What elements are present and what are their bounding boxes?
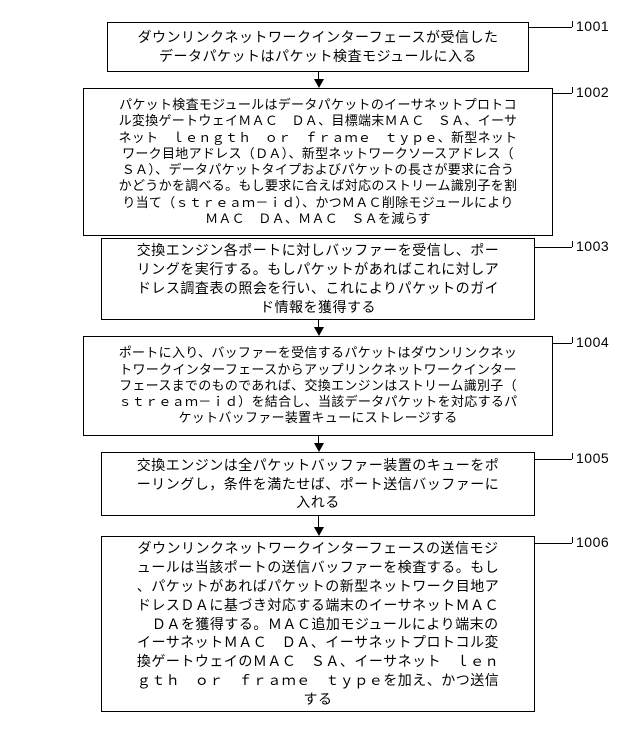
arrow-head-icon <box>314 527 324 536</box>
label-1006: 1006 <box>576 534 609 550</box>
leader-hook <box>572 453 573 459</box>
arrow-head-icon <box>314 79 324 88</box>
step-1003-box: 交換エンジン各ポートに対しバッファーを受信し、ポーリングを実行する。もしパケット… <box>101 238 535 320</box>
step-1004-text: ポートに入り、バッファーを受信するパケットはダウンリンクネットワークインターフェ… <box>118 345 517 426</box>
label-1001: 1001 <box>576 18 609 34</box>
step-1001-text: ダウンリンクネットワークインターフェースが受信したデータパケットはパケット検査モ… <box>138 28 499 66</box>
leader-hook <box>572 241 573 247</box>
label-1002: 1002 <box>576 84 609 100</box>
label-1004: 1004 <box>576 334 609 350</box>
step-1005-box: 交換エンジンは全パケットバッファー装置のキューをポーリングし，条件を満たせば、ポ… <box>101 452 535 516</box>
leader-hook <box>572 21 573 27</box>
leader-line <box>552 343 572 344</box>
step-1002-box: パケット検査モジュールはデータパケットのイーサネットプロトコル変換ゲートウェイＭ… <box>83 88 553 236</box>
leader-line <box>552 93 572 94</box>
leader-line <box>534 247 572 248</box>
arrow-head-icon <box>314 327 324 336</box>
label-1003: 1003 <box>576 238 609 254</box>
label-1005: 1005 <box>576 450 609 466</box>
flowchart-canvas: ダウンリンクネットワークインターフェースが受信したデータパケットはパケット検査モ… <box>0 0 640 730</box>
step-1001-box: ダウンリンクネットワークインターフェースが受信したデータパケットはパケット検査モ… <box>107 22 529 72</box>
step-1006-text: ダウンリンクネットワークインターフェースの送信モジュールは当該ポートの送信バッフ… <box>137 539 500 709</box>
leader-hook <box>572 87 573 93</box>
step-1004-box: ポートに入り、バッファーを受信するパケットはダウンリンクネットワークインターフェ… <box>83 336 553 436</box>
arrow-head-icon <box>314 443 324 452</box>
step-1006-box: ダウンリンクネットワークインターフェースの送信モジュールは当該ポートの送信バッフ… <box>101 536 535 712</box>
step-1002-text: パケット検査モジュールはデータパケットのイーサネットプロトコル変換ゲートウェイＭ… <box>118 97 517 227</box>
leader-line <box>528 27 572 28</box>
leader-hook <box>572 537 573 543</box>
leader-line <box>534 459 572 460</box>
leader-line <box>534 543 572 544</box>
step-1003-text: 交換エンジン各ポートに対しバッファーを受信し、ポーリングを実行する。もしパケット… <box>137 241 500 317</box>
leader-hook <box>572 337 573 343</box>
step-1005-text: 交換エンジンは全パケットバッファー装置のキューをポーリングし，条件を満たせば、ポ… <box>137 456 500 513</box>
